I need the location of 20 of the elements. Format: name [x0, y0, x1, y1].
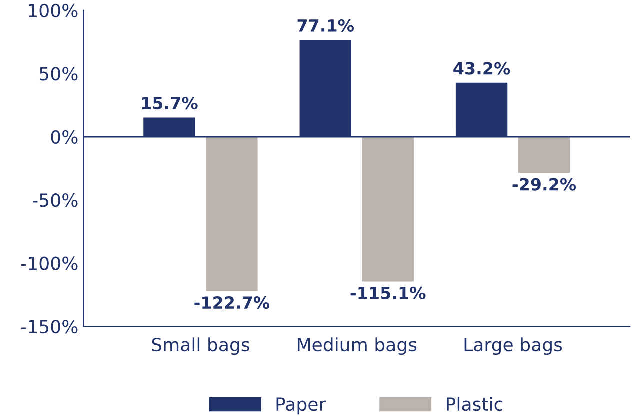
data-label: 15.7%: [142, 97, 198, 110]
y-tick-label: -100%: [21, 256, 78, 270]
bar: [517, 136, 572, 174]
data-label: -115.1%: [350, 286, 426, 300]
data-label: -29.2%: [512, 178, 576, 191]
data-label: 77.1%: [298, 19, 354, 32]
data-label: -122.7%: [194, 296, 270, 310]
legend-label: Paper: [276, 398, 326, 415]
data-label: 43.2%: [454, 62, 510, 75]
bar: [360, 136, 416, 284]
x-tick-label: Small bags: [152, 338, 250, 356]
y-tick-label: 50%: [40, 67, 78, 81]
x-tick-label: Large bags: [464, 338, 562, 356]
y-tick-label: 0%: [51, 130, 78, 144]
bar: [204, 136, 260, 293]
y-tick-label: -50%: [32, 194, 78, 208]
y-tick-label: -150%: [21, 320, 78, 334]
y-tick-label: 100%: [29, 4, 78, 18]
legend-label: Plastic: [447, 397, 503, 412]
x-tick-label: Medium bags: [298, 338, 417, 356]
